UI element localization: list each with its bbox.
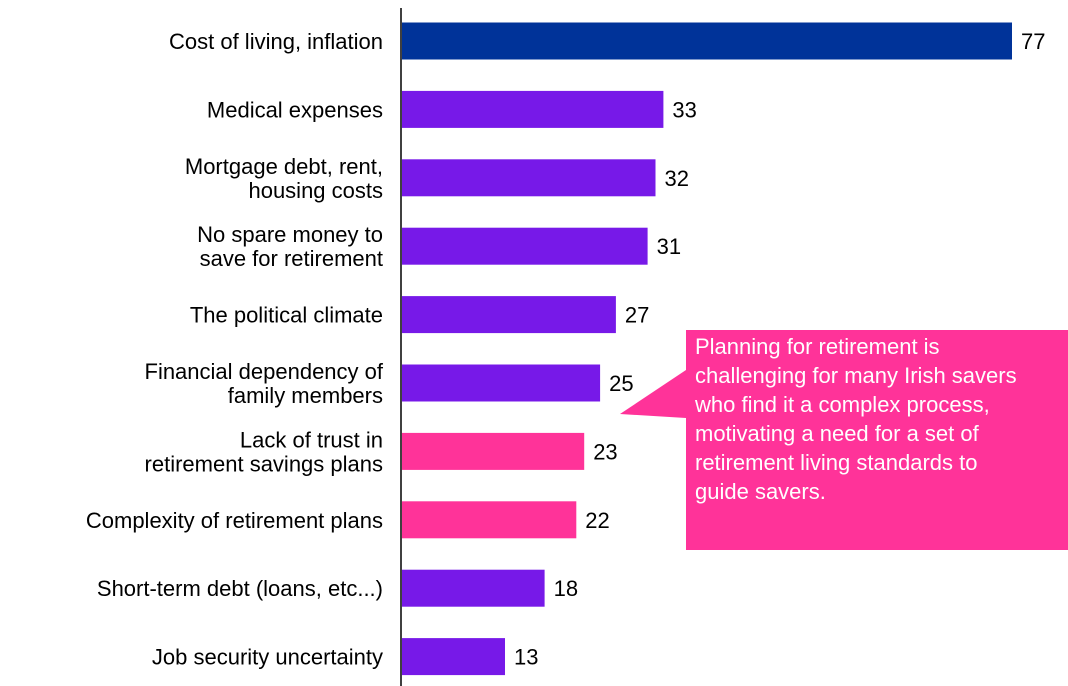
category-label: Lack of trust in	[240, 427, 383, 452]
category-label: Medical expenses	[207, 97, 383, 122]
callout-box: Planning for retirement is challenging f…	[686, 330, 1068, 550]
category-label: save for retirement	[200, 246, 383, 271]
bar	[402, 432, 585, 470]
callout-line: guide savers.	[695, 479, 826, 504]
category-label: Short-term debt (loans, etc...)	[97, 576, 383, 601]
category-label: The political climate	[190, 303, 383, 328]
category-label: family members	[228, 383, 383, 408]
category-label: retirement savings plans	[145, 451, 383, 476]
data-label: 25	[609, 371, 633, 396]
category-label: Cost of living, inflation	[169, 29, 383, 54]
data-label: 77	[1021, 29, 1045, 54]
bar	[402, 159, 656, 197]
bar	[402, 364, 601, 402]
data-label: 27	[625, 303, 649, 328]
bar	[402, 296, 616, 334]
bar	[402, 569, 545, 607]
data-label: 13	[514, 645, 538, 670]
callout-line: challenging for many Irish savers	[695, 363, 1017, 388]
category-label: Mortgage debt, rent,	[185, 154, 383, 179]
bar	[402, 227, 648, 265]
data-label: 31	[657, 234, 681, 259]
data-label: 18	[554, 576, 578, 601]
callout-line: motivating a need for a set of	[695, 421, 979, 446]
callout-pointer	[620, 370, 686, 418]
data-label: 32	[665, 166, 689, 191]
category-label: Financial dependency of	[145, 359, 384, 384]
category-label: housing costs	[248, 178, 383, 203]
callout-line: retirement living standards to	[695, 450, 978, 475]
category-label: No spare money to	[197, 222, 383, 247]
category-label: Job security uncertainty	[152, 645, 383, 670]
data-label: 23	[593, 439, 617, 464]
callout-line: who find it a complex process,	[695, 392, 990, 417]
callout-line: Planning for retirement is	[695, 334, 940, 359]
bar	[402, 638, 505, 676]
category-label: Complexity of retirement plans	[86, 508, 383, 533]
data-label: 22	[585, 508, 609, 533]
bar	[402, 501, 577, 539]
bar	[402, 22, 1012, 60]
data-label: 33	[672, 97, 696, 122]
bar	[402, 90, 664, 128]
